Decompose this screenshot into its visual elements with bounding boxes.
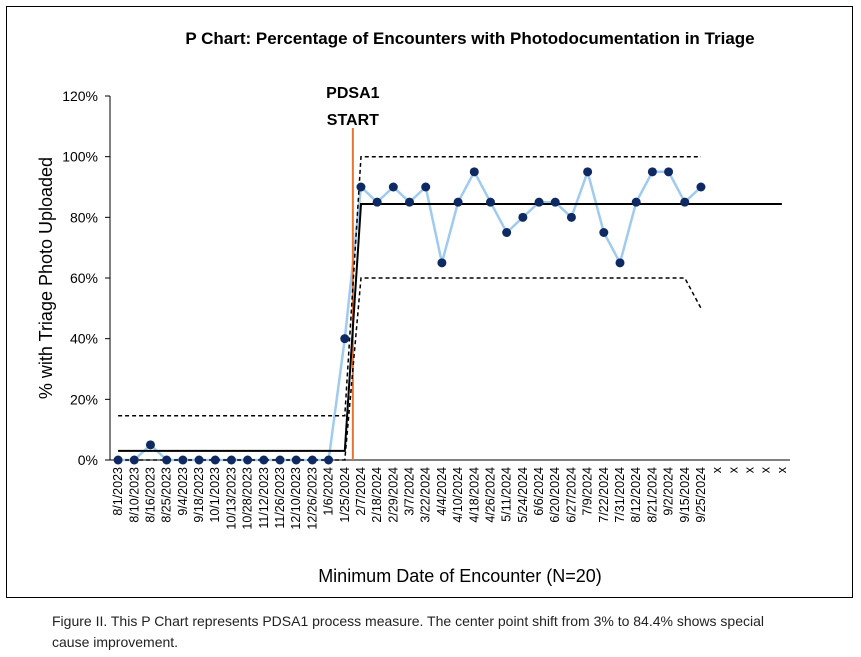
x-tick-label: 5/24/2024 [516,467,530,523]
x-tick-label: x [710,466,724,473]
x-tick-label: 8/25/2023 [160,467,174,523]
chart: P Chart: Percentage of Encounters with P… [6,6,853,598]
y-tick-label: 20% [70,391,98,407]
data-point [566,212,576,222]
x-tick-label: 4/26/2024 [483,467,497,523]
annotation: START [327,112,379,129]
data-point [372,197,382,207]
data-point [259,455,269,465]
control-limit [118,277,702,461]
x-tick-label: 3/22/2024 [419,467,433,523]
data-point [615,258,625,268]
data-point [437,258,447,268]
data-point [664,167,674,177]
x-tick-label: 8/1/2023 [111,467,125,516]
data-point [550,197,560,207]
x-tick-label: 6/20/2024 [548,467,562,523]
data-point [356,182,366,192]
data-point [502,228,512,237]
x-tick-label: 4/4/2024 [435,467,449,516]
x-tick-label: 9/4/2023 [176,467,190,516]
data-point [405,197,415,207]
x-tick-label: 3/7/2024 [403,467,417,516]
x-tick-label: 7/9/2024 [581,467,595,516]
data-point [680,197,690,207]
data-point [275,455,285,465]
x-tick-label: 9/18/2023 [192,467,206,523]
x-tick-label: 4/10/2024 [451,467,465,523]
x-tick-label: 9/25/2024 [694,467,708,523]
data-point [469,167,479,177]
data-point [210,455,220,465]
data-point [421,182,431,192]
x-tick-label: 7/31/2024 [613,467,627,523]
x-axis-label: Minimum Date of Encounter (N=20) [318,566,602,586]
y-tick-label: 40% [70,331,98,347]
y-axis-label: % with Triage Photo Uploaded [36,157,56,399]
data-point [129,455,139,465]
data-point [534,197,544,207]
data-point [178,455,188,465]
data-point [453,197,463,207]
x-tick-label: x [726,466,740,473]
data-point [145,440,155,450]
data-point [485,197,495,207]
x-tick-label: 12/26/2023 [305,467,319,530]
x-tick-label: 4/18/2024 [467,467,481,523]
x-tick-label: 9/2/2024 [662,467,676,516]
x-tick-label: 8/16/2023 [143,467,157,523]
x-tick-label: x [775,466,789,473]
x-tick-label: 12/10/2023 [289,467,303,530]
x-tick-label: 7/22/2024 [597,467,611,523]
x-tick-label: 10/13/2023 [224,467,238,530]
y-tick-label: 100% [62,149,98,165]
data-point [583,167,593,177]
data-point [194,455,204,465]
data-point [340,334,350,344]
data-point [226,455,236,465]
data-point [307,455,317,465]
x-tick-label: 8/21/2024 [645,467,659,523]
data-point [162,455,172,465]
x-tick-label: 2/18/2024 [370,467,384,523]
x-tick-label: x [743,466,757,473]
data-point [324,455,334,465]
x-tick-label: 11/12/2023 [257,467,271,529]
x-tick-label: 5/11/2024 [500,467,514,522]
figure-caption: Figure II. This P Chart represents PDSA1… [52,613,764,650]
data-point [599,228,609,237]
x-tick-label: 1/6/2024 [322,467,336,516]
data-point [113,455,123,465]
data-point [291,455,301,465]
x-tick-label: 8/10/2023 [127,467,141,523]
center-line [118,203,782,452]
x-tick-label: 2/7/2024 [354,467,368,516]
x-tick-label: 2/29/2024 [386,467,400,523]
x-tick-label: x [759,466,773,473]
data-point [631,197,641,207]
control-limit [118,155,701,417]
x-tick-label: 10/1/2023 [208,467,222,523]
x-tick-label: 10/28/2023 [241,467,255,530]
y-tick-label: 0% [78,452,98,468]
y-tick-label: 120% [62,88,98,104]
x-tick-label: 9/15/2024 [678,467,692,523]
data-point [388,182,398,192]
data-point [696,182,706,192]
x-tick-label: 8/12/2024 [629,467,643,523]
x-tick-label: 1/25/2024 [338,467,352,523]
x-tick-label: 6/6/2024 [532,467,546,516]
data-point [647,167,657,177]
annotation: PDSA1 [326,85,379,102]
data-point [243,455,253,465]
y-tick-label: 80% [70,209,98,225]
x-tick-label: 11/26/2023 [273,467,287,529]
data-point [518,212,528,222]
y-tick-label: 60% [70,270,98,286]
chart-border [6,6,853,598]
chart-title: P Chart: Percentage of Encounters with P… [185,29,754,48]
x-tick-label: 6/27/2024 [564,467,578,523]
